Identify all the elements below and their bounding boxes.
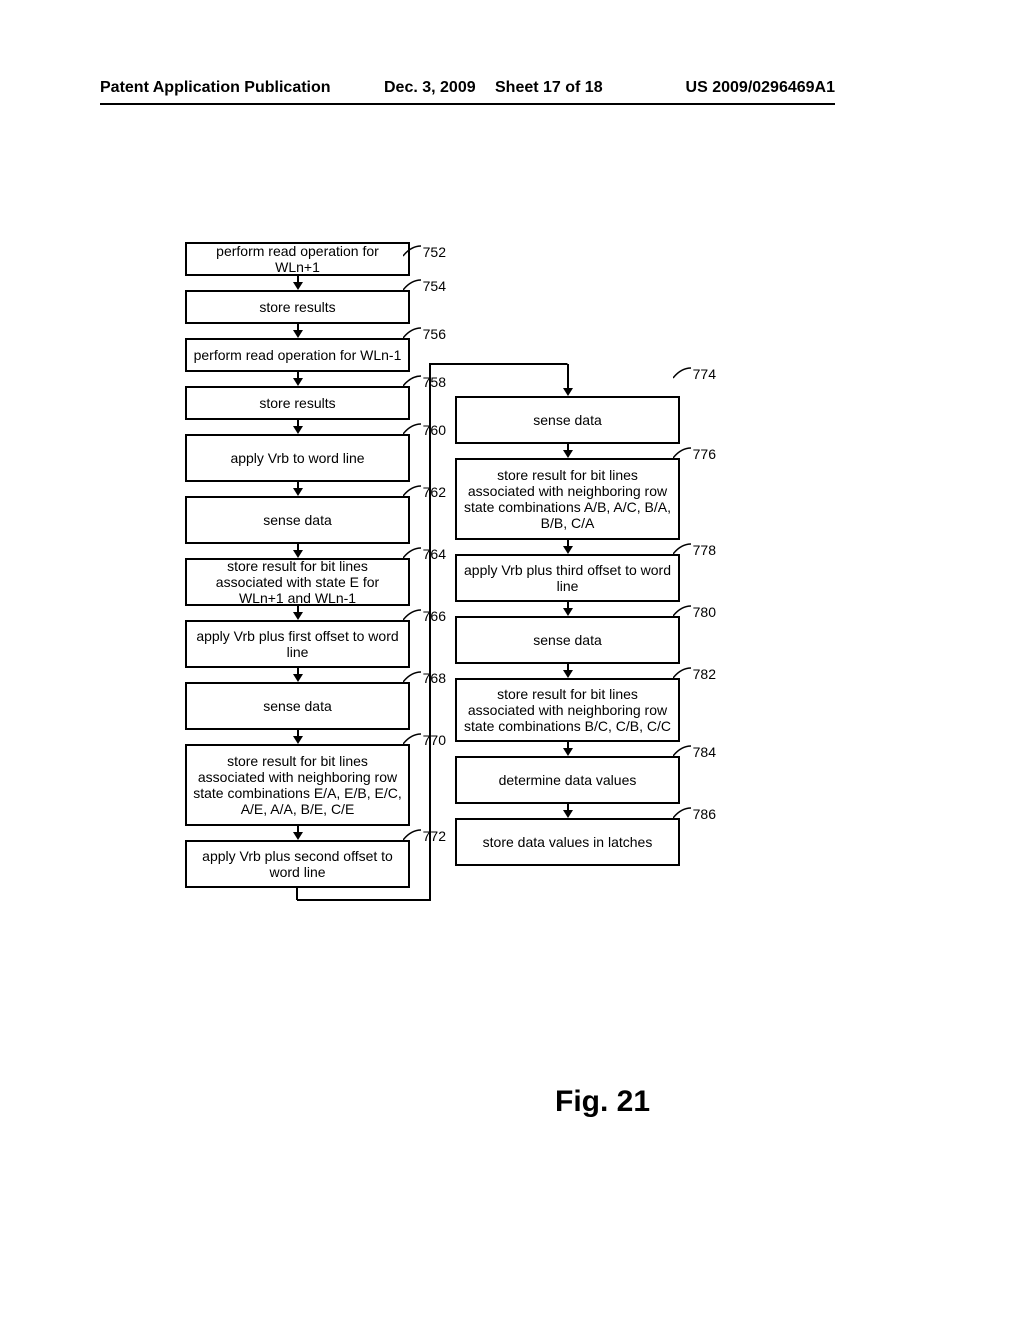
flow-step: store results: [185, 386, 410, 420]
flow-arrow: [561, 444, 575, 458]
step-ref-number: 776: [673, 446, 716, 462]
figure-label: Fig. 21: [555, 1085, 650, 1119]
header-publication-label: Patent Application Publication: [100, 79, 331, 97]
step-ref-number: 768: [403, 670, 446, 686]
flow-step: determine data values: [455, 756, 680, 804]
flow-exit-stub: [185, 888, 410, 915]
step-ref-number: 752: [403, 244, 446, 260]
step-ref-number: 762: [403, 484, 446, 500]
flow-step: store results: [185, 290, 410, 324]
step-ref-number: 772: [403, 828, 446, 844]
step-ref-number: 780: [673, 604, 716, 620]
flow-arrow: [291, 372, 305, 386]
step-ref-number: 774: [673, 366, 716, 382]
page: Patent Application Publication Dec. 3, 2…: [0, 0, 1024, 1320]
step-ref-number: 782: [673, 666, 716, 682]
flow-step: perform read operation for WLn-1: [185, 338, 410, 372]
step-ref-number: 784: [673, 744, 716, 760]
flow-step: sense data: [185, 682, 410, 730]
flow-arrow: [561, 804, 575, 818]
flow-arrow: [291, 276, 305, 290]
flow-step: perform read operation for WLn+1: [185, 242, 410, 276]
flow-step: apply Vrb to word line: [185, 434, 410, 482]
step-ref-number: 760: [403, 422, 446, 438]
flow-arrow: [291, 826, 305, 840]
flow-step: sense data: [455, 396, 680, 444]
flow-step: store result for bit lines associated wi…: [455, 678, 680, 742]
step-ref-number: 756: [403, 326, 446, 342]
flow-arrow: [291, 420, 305, 434]
header-rule: [100, 103, 835, 105]
flowchart-column-2: 774 sense data 776 store result for bit …: [455, 364, 680, 866]
step-ref-number: 786: [673, 806, 716, 822]
header-pubno: US 2009/0296469A1: [686, 79, 835, 97]
flowchart-column-1: 752 perform read operation for WLn+1 754…: [185, 242, 410, 915]
flow-step: store result for bit lines associated wi…: [185, 558, 410, 606]
step-ref-number: 754: [403, 278, 446, 294]
flow-arrow: [291, 606, 305, 620]
flow-step: store data values in latches: [455, 818, 680, 866]
step-ref-number: 766: [403, 608, 446, 624]
flow-arrow: [561, 364, 575, 396]
flow-step: apply Vrb plus first offset to word line: [185, 620, 410, 668]
flow-step: store result for bit lines associated wi…: [185, 744, 410, 826]
flow-step: store result for bit lines associated wi…: [455, 458, 680, 540]
flow-step: sense data: [185, 496, 410, 544]
flow-arrow: [561, 540, 575, 554]
step-ref-number: 778: [673, 542, 716, 558]
flow-step: sense data: [455, 616, 680, 664]
flow-step: apply Vrb plus third offset to word line: [455, 554, 680, 602]
flow-arrow: [561, 664, 575, 678]
step-ref-number: 770: [403, 732, 446, 748]
flow-arrow: [291, 482, 305, 496]
header-sheet: Sheet 17 of 18: [495, 79, 603, 97]
flow-arrow: [291, 668, 305, 682]
flow-arrow: [291, 730, 305, 744]
flow-arrow: [561, 602, 575, 616]
step-ref-number: 758: [403, 374, 446, 390]
flow-arrow: [291, 324, 305, 338]
header-date: Dec. 3, 2009: [384, 79, 476, 97]
step-ref-number: 764: [403, 546, 446, 562]
flow-arrow: [561, 742, 575, 756]
flow-step: apply Vrb plus second offset to word lin…: [185, 840, 410, 888]
flow-arrow: [291, 544, 305, 558]
